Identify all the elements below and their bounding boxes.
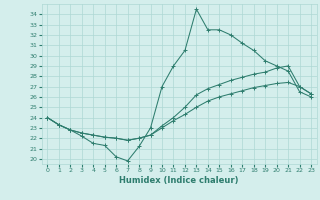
X-axis label: Humidex (Indice chaleur): Humidex (Indice chaleur) [119, 176, 239, 185]
